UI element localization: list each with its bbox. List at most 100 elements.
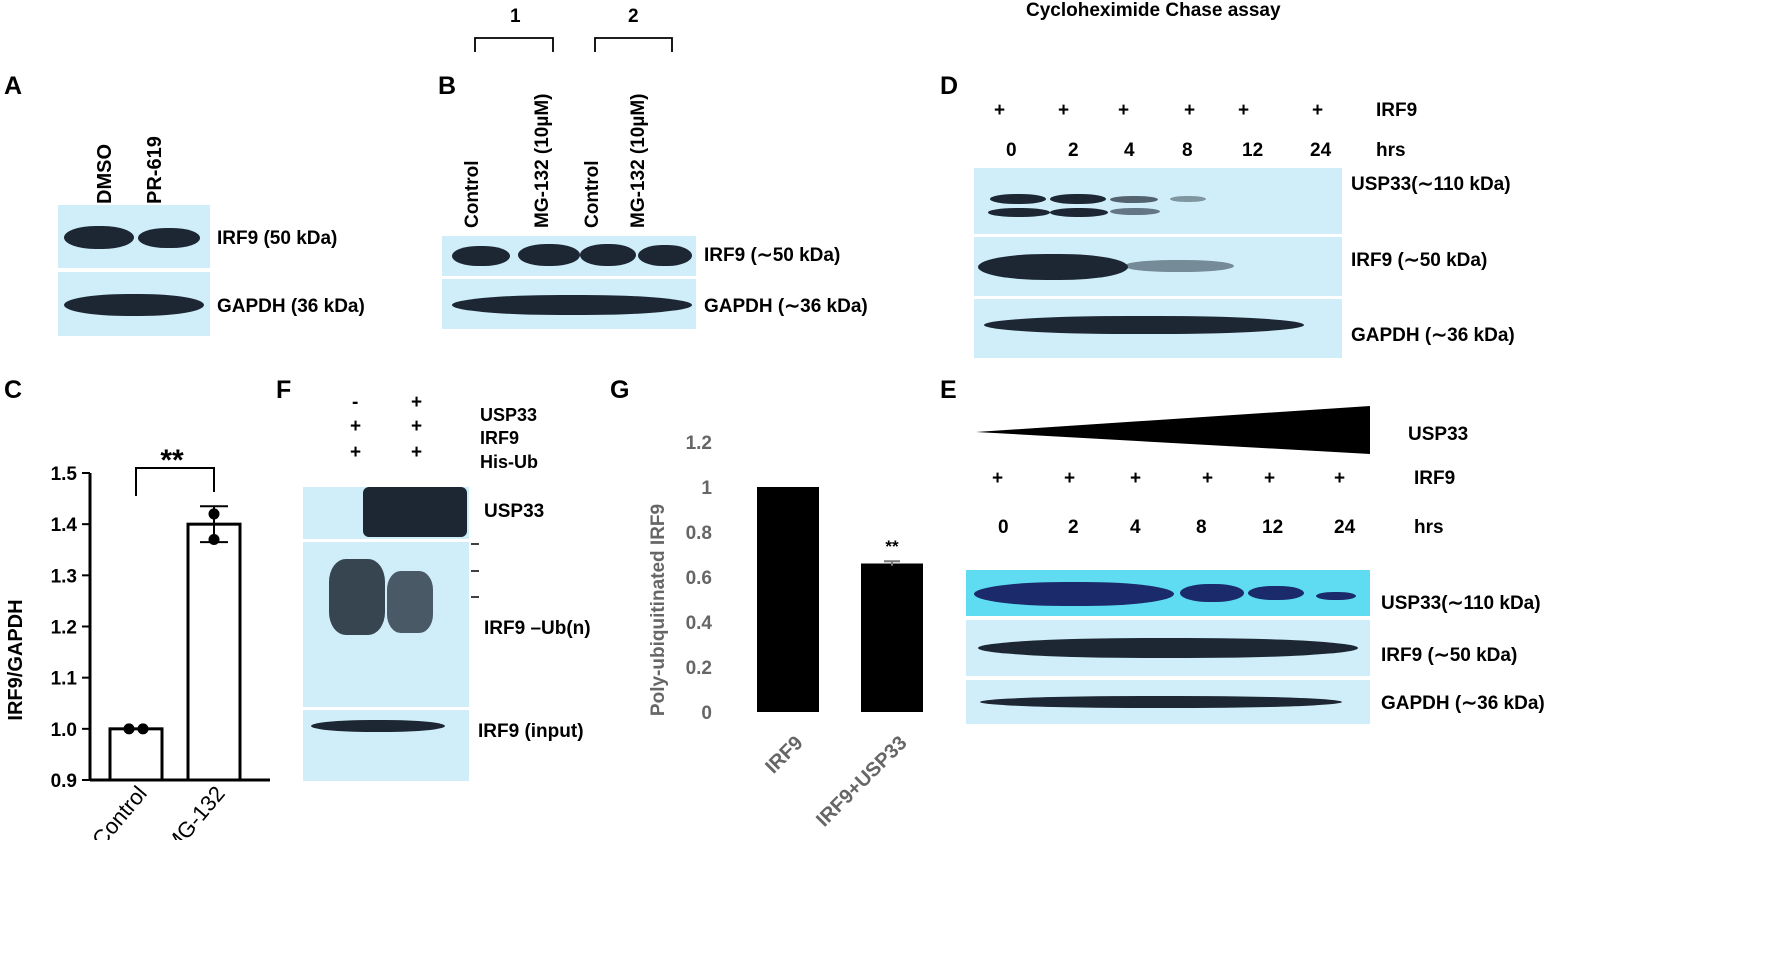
- panel-b-group-1: 1: [510, 6, 521, 27]
- panel-d-time-4: 4: [1124, 140, 1135, 161]
- panel-d-plus-6: +: [1312, 100, 1324, 121]
- panel-f-hisub-lane1: +: [350, 442, 362, 463]
- panel-c-xlabel-0: Control: [87, 781, 152, 840]
- panel-c-letter: C: [4, 376, 23, 404]
- panel-d-letter: D: [940, 72, 959, 100]
- panel-e-gradient-label: USP33: [1408, 424, 1469, 445]
- panel-f-usp33-lane1: -: [352, 392, 359, 413]
- panel-c-chart: IRF9/GAPDH ** 0.9 1.0 1.1 1.2 1.3 1.4 1.5 Contr…: [5, 444, 270, 840]
- panel-f-letter: F: [276, 376, 292, 404]
- panel-d-time-24: 24: [1310, 140, 1332, 161]
- panel-c-bar-0: [108, 727, 164, 782]
- panel-e-letter: E: [940, 376, 957, 404]
- panel-b-irf9-blot: [442, 236, 696, 276]
- panel-e-time-12: 12: [1262, 517, 1284, 538]
- panel-b-lane-mg132-1: MG-132 (10µM): [532, 93, 553, 228]
- panel-c-point-0-0: [123, 723, 135, 735]
- panel-e-irf9-blot: [966, 620, 1370, 676]
- panel-f-band-usp33: USP33: [484, 501, 545, 522]
- panel-d-title: Cycloheximide Chase assay: [1026, 0, 1281, 21]
- panel-d-time-2: 2: [1068, 140, 1079, 161]
- panel-b-lane-control-2: Control: [582, 160, 603, 228]
- panel-f-irf9-lane1: +: [350, 416, 362, 437]
- panel-c-ytick-label-1: 1.0: [51, 720, 77, 741]
- panel-g-bar-0: [757, 487, 819, 712]
- panel-g-ytick-label-5: 1: [701, 478, 712, 499]
- panel-a-letter: A: [4, 72, 23, 100]
- panel-d-time-0: 0: [1006, 140, 1017, 161]
- panel-c-ytick-label-4: 1.3: [51, 566, 77, 587]
- panel-a-irf9-blot: [58, 205, 210, 268]
- panel-g-bar-1: [861, 563, 923, 712]
- panel-b-band-irf9: IRF9 (∼50 kDa): [704, 245, 841, 266]
- panel-f-band-irf9-ubn: IRF9 –Ub(n): [484, 618, 591, 639]
- panel-d-band-irf9: IRF9 (∼50 kDa): [1351, 250, 1488, 271]
- panel-e-band-gapdh: GAPDH (∼36 kDa): [1381, 693, 1545, 714]
- panel-b-letter: B: [438, 72, 457, 100]
- panel-e-gapdh-blot: [966, 680, 1370, 724]
- panel-c-significance: **: [160, 444, 184, 477]
- panel-d-time-8: 8: [1182, 140, 1193, 161]
- panel-e-time-24: 24: [1334, 517, 1356, 538]
- panel-g-ytick-label-4: 0.8: [686, 523, 712, 544]
- panel-d-band-usp33: USP33(∼110 kDa): [1351, 174, 1511, 195]
- panel-g-ytick-label-2: 0.4: [686, 613, 713, 634]
- panel-f-row-irf9: IRF9: [480, 428, 520, 448]
- panel-e-plus-2: +: [1064, 468, 1076, 489]
- panel-d-plus-1: +: [994, 100, 1006, 121]
- panel-f-hisub-lane2: +: [411, 442, 423, 463]
- panel-d-band-gapdh: GAPDH (∼36 kDa): [1351, 325, 1515, 346]
- panel-g-xlabel-1: IRF9+USP33: [812, 732, 911, 831]
- panel-f-band-irf9-input: IRF9 (input): [478, 721, 584, 742]
- panel-f-irf9-lane2: +: [411, 416, 423, 437]
- panel-g-ytick-label-0: 0: [701, 703, 712, 724]
- panel-g-significance: **: [885, 537, 899, 556]
- panel-f-row-hisub: His-Ub: [480, 452, 538, 472]
- panel-f-usp33-lane2: +: [411, 392, 423, 413]
- panel-g-chart: Poly-ubiquitinated IRF9 ** 0 0.2 0.4 0.6 0.8…: [648, 433, 923, 831]
- panel-b-lane-mg132-2: MG-132 (10µM): [628, 93, 649, 228]
- panel-d-time-12: 12: [1242, 140, 1264, 161]
- panel-e-time-4: 4: [1130, 517, 1141, 538]
- panel-e-time-2: 2: [1068, 517, 1079, 538]
- panel-d-plus-3: +: [1118, 100, 1130, 121]
- panel-b-lane-control-1: Control: [462, 160, 483, 228]
- panel-f-row-usp33: USP33: [480, 405, 538, 425]
- panel-d-plus-5: +: [1238, 100, 1250, 121]
- panel-e-plus-1: +: [992, 468, 1004, 489]
- panel-c-significance-bracket: [135, 467, 215, 496]
- panel-c-point-1-1: [208, 534, 220, 546]
- panel-e-usp33-blot: [966, 570, 1370, 616]
- panel-a-band-gapdh: GAPDH (36 kDa): [217, 296, 365, 317]
- panel-c-point-0-1: [137, 723, 149, 735]
- panel-d-row-irf9: IRF9: [1376, 100, 1418, 121]
- panel-c-ytick-label-5: 1.4: [51, 515, 78, 536]
- panel-d-plus-2: +: [1058, 100, 1070, 121]
- panel-e-plus-6: +: [1334, 468, 1346, 489]
- panel-g-ytick-label-3: 0.6: [686, 568, 712, 589]
- panel-c-ytick-label-2: 1.1: [51, 669, 78, 690]
- panel-a-lane-pr619: PR-619: [144, 136, 166, 204]
- panel-e-usp33-gradient-wedge: [976, 406, 1370, 454]
- panel-e-time-8: 8: [1196, 517, 1207, 538]
- panel-b-group-brackets: [474, 37, 673, 52]
- panel-e-row-hrs: hrs: [1414, 517, 1444, 538]
- panel-c-bar-1: [186, 522, 242, 782]
- panel-d-blot: [974, 168, 1342, 358]
- panel-c-ylabel: IRF9/GAPDH: [5, 599, 27, 720]
- panel-a-band-irf9: IRF9 (50 kDa): [217, 228, 338, 249]
- panel-g-ylabel: Poly-ubiquitinated IRF9: [648, 504, 669, 716]
- panel-b-band-gapdh: GAPDH (∼36 kDa): [704, 296, 868, 317]
- panel-c-ytick-label-6: 1.5: [51, 464, 78, 485]
- panel-d-row-hrs: hrs: [1376, 140, 1406, 161]
- panel-e-plus-5: +: [1264, 468, 1276, 489]
- panel-a-gapdh-blot: [58, 272, 210, 336]
- panel-f-blot: [303, 487, 469, 781]
- panel-g-letter: G: [610, 376, 630, 404]
- panel-d-plus-4: +: [1184, 100, 1196, 121]
- panel-c-xlabel-1: MG-132: [160, 781, 230, 840]
- panel-a-lane-dmso: DMSO: [94, 144, 116, 204]
- panel-e-plus-4: +: [1202, 468, 1214, 489]
- panel-b-gapdh-blot: [442, 279, 696, 329]
- panel-f-marker-ticks: [471, 543, 479, 598]
